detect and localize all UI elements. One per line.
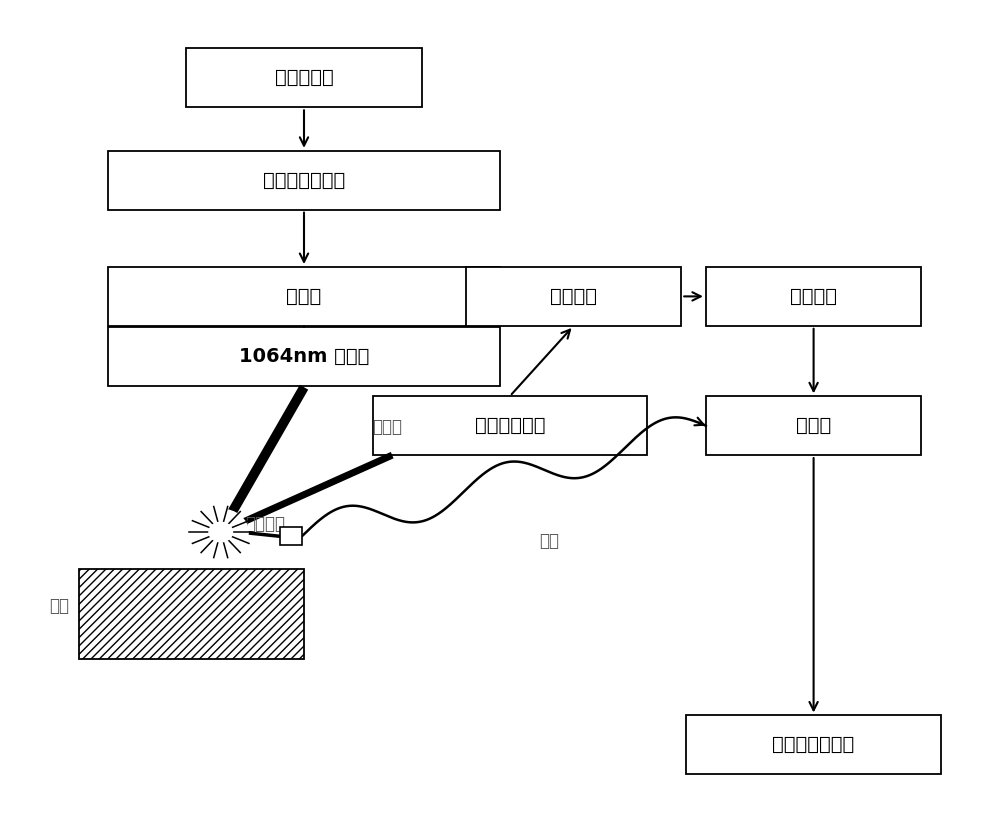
FancyBboxPatch shape bbox=[706, 267, 921, 326]
FancyBboxPatch shape bbox=[186, 48, 422, 108]
Text: 计算机解谱软件: 计算机解谱软件 bbox=[772, 736, 855, 754]
Bar bbox=[280, 527, 302, 545]
FancyBboxPatch shape bbox=[373, 397, 647, 455]
Text: 光纤: 光纤 bbox=[539, 532, 559, 550]
Text: 等离子体: 等离子体 bbox=[245, 515, 285, 533]
Text: 放大电路: 放大电路 bbox=[550, 287, 597, 306]
Text: 信号发生器: 信号发生器 bbox=[275, 68, 333, 88]
Text: 1064nm 聚焦镜: 1064nm 聚焦镜 bbox=[239, 347, 369, 366]
Text: 激光器触发电路: 激光器触发电路 bbox=[263, 170, 345, 190]
FancyBboxPatch shape bbox=[466, 267, 681, 326]
FancyBboxPatch shape bbox=[108, 326, 500, 386]
Bar bbox=[79, 569, 304, 659]
Text: 样本: 样本 bbox=[49, 597, 69, 615]
FancyBboxPatch shape bbox=[706, 397, 921, 455]
Text: 激光器: 激光器 bbox=[286, 287, 322, 306]
Circle shape bbox=[209, 522, 232, 542]
Text: 光谱仪: 光谱仪 bbox=[796, 416, 831, 435]
Text: 整形电路: 整形电路 bbox=[790, 287, 837, 306]
Text: 激光束: 激光束 bbox=[373, 418, 403, 437]
Text: 光电转换电路: 光电转换电路 bbox=[475, 416, 545, 435]
Circle shape bbox=[193, 509, 248, 555]
FancyBboxPatch shape bbox=[108, 267, 500, 326]
FancyBboxPatch shape bbox=[686, 716, 941, 774]
FancyBboxPatch shape bbox=[108, 151, 500, 210]
